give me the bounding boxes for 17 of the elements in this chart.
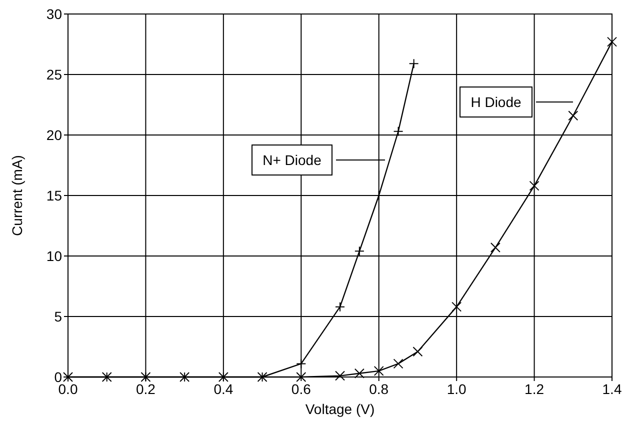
x-tick-label: 0.8 — [369, 381, 389, 397]
y-tick-label: 15 — [46, 187, 62, 204]
x-axis-title: Voltage (V) — [305, 401, 375, 417]
y-tick-label: 30 — [46, 6, 62, 22]
legend-label: N+ Diode — [262, 152, 322, 168]
y-tick-label: 25 — [46, 66, 62, 82]
y-tick-label: 10 — [46, 248, 62, 264]
y-axis-title: Current (mA) — [9, 155, 25, 236]
x-tick-label: 1.2 — [524, 381, 544, 397]
x-tick-label: 1.4 — [602, 381, 622, 397]
x-tick-label: 0.2 — [136, 381, 156, 397]
x-tick-label: 0.4 — [214, 381, 234, 397]
y-tick-label: 20 — [46, 126, 62, 143]
x-tick-label: 0.6 — [291, 381, 312, 397]
y-tick-label: 5 — [54, 308, 62, 324]
legend-label: H Diode — [470, 94, 522, 110]
x-tick-label: 1.0 — [446, 381, 467, 397]
